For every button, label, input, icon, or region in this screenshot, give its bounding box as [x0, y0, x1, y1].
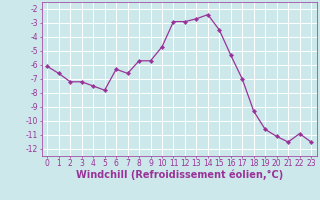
- X-axis label: Windchill (Refroidissement éolien,°C): Windchill (Refroidissement éolien,°C): [76, 170, 283, 180]
